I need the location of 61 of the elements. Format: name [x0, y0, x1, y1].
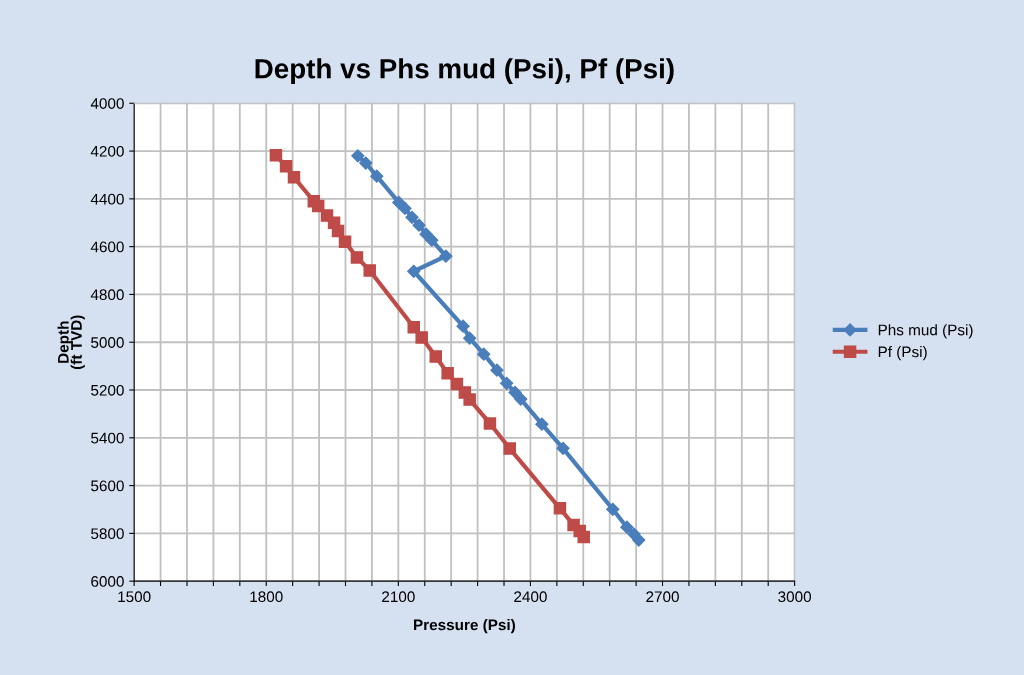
- point: [508, 385, 522, 399]
- y-tick-label: 4000: [90, 98, 124, 109]
- y-tick-label: 4600: [90, 241, 124, 253]
- point: [439, 249, 453, 263]
- x-tick-label: 1500: [118, 591, 151, 603]
- y-tick-label: 5200: [91, 384, 124, 396]
- point: [490, 363, 504, 377]
- point: [412, 218, 426, 232]
- point: [350, 251, 364, 264]
- point: [419, 227, 433, 241]
- y-tick-label: 6000: [91, 576, 124, 587]
- point: [456, 319, 470, 333]
- y-tick-label: 5600: [91, 480, 124, 492]
- x-tick-label: 1800: [250, 591, 283, 603]
- x-tick-label: 2700: [646, 591, 679, 603]
- point: [370, 169, 384, 183]
- y-tick-label: 4200: [90, 145, 124, 157]
- point: [606, 502, 620, 516]
- y-tick-label: 5000: [91, 337, 124, 348]
- point: [392, 195, 406, 210]
- point: [279, 160, 293, 173]
- x-tick-label: 2400: [514, 591, 547, 603]
- y-tick-label: 5400: [91, 432, 124, 444]
- point: [553, 502, 567, 515]
- point: [338, 235, 352, 249]
- point: [463, 331, 477, 345]
- y-tick-label: 5800: [91, 528, 124, 540]
- point: [331, 224, 345, 238]
- point: [415, 331, 428, 344]
- point: [503, 442, 516, 455]
- point: [500, 376, 514, 390]
- point: [398, 201, 412, 216]
- x-tick-label: 2100: [382, 591, 415, 603]
- legend-label: Pf (Psi): [878, 346, 927, 361]
- point: [407, 320, 420, 334]
- point: [425, 233, 439, 247]
- y-tick-label: 4400: [90, 193, 124, 205]
- point: [351, 149, 365, 163]
- point: [287, 171, 301, 184]
- legend-label: Phs mud (Psi): [878, 324, 973, 339]
- point: [535, 417, 549, 431]
- point: [556, 441, 570, 455]
- point: [359, 156, 373, 170]
- point: [463, 393, 476, 406]
- point: [483, 417, 497, 430]
- point: [363, 264, 376, 277]
- point: [477, 347, 491, 361]
- chart-title: Depth vs Phs mud (Psi), Pf (Psi): [255, 58, 674, 85]
- point: [577, 530, 590, 544]
- point: [441, 367, 454, 380]
- x-axis-title: Pressure (Psi): [414, 619, 515, 634]
- y-axis-title: Depth (ft TVD): [57, 315, 85, 370]
- point: [405, 210, 419, 224]
- y-tick-label: 4800: [90, 289, 124, 301]
- point: [514, 392, 528, 406]
- point: [269, 149, 283, 162]
- x-tick-label: 3000: [778, 591, 812, 603]
- point: [407, 264, 421, 278]
- point: [620, 520, 634, 534]
- point: [632, 533, 646, 547]
- point: [429, 350, 443, 363]
